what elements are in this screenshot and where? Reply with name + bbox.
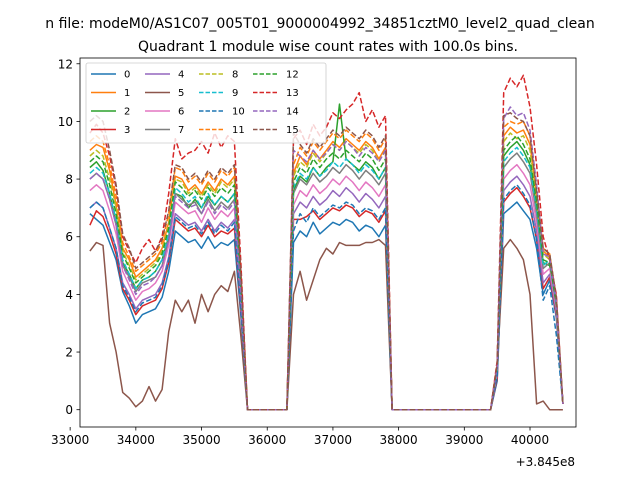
axes-frame: [79, 57, 577, 428]
x-tick-label: 37000: [314, 433, 352, 447]
legend-label-7: 7: [178, 125, 184, 136]
y-tick-label: 8: [65, 173, 73, 187]
legend-label-14: 14: [286, 107, 299, 118]
legend-label-11: 11: [232, 125, 245, 136]
legend-label-15: 15: [286, 125, 299, 136]
legend-label-10: 10: [232, 107, 245, 118]
figure-suptitle: n file: modeM0/AS1C07_005T01_9000004992_…: [45, 16, 594, 32]
series-line-11: [89, 120, 564, 411]
series-line-5: [89, 238, 563, 411]
series-line-8: [89, 132, 564, 411]
x-tick-label: 39000: [445, 433, 483, 447]
x-tick-label: 38000: [380, 433, 418, 447]
legend-label-3: 3: [124, 125, 130, 136]
plot-area: 33000 34000 35000 36000 37000 38000 39000 40000…: [51, 57, 577, 447]
y-tick-label: 4: [65, 288, 73, 302]
y-tick-label: 10: [58, 115, 73, 129]
y-tick-label: 2: [65, 346, 73, 360]
legend-box: [85, 62, 327, 144]
legend-label-9: 9: [232, 88, 238, 99]
legend-label-13: 13: [286, 88, 299, 99]
legend-label-4: 4: [178, 70, 184, 81]
y-tick-label: 12: [58, 57, 73, 71]
legend-label-8: 8: [232, 70, 238, 81]
series-line-14: [89, 106, 564, 411]
legend-label-12: 12: [286, 70, 299, 81]
x-tick-label: 34000: [117, 433, 155, 447]
series-line-10: [89, 184, 564, 411]
series-line-6: [89, 163, 564, 411]
x-tick-label: 36000: [248, 433, 286, 447]
legend-label-6: 6: [178, 107, 184, 118]
y-tick-label: 6: [65, 230, 73, 244]
y-tick-label: 0: [65, 403, 73, 417]
legend-label-0: 0: [124, 70, 130, 81]
chart-title: Quadrant 1 module wise count rates with …: [138, 39, 518, 55]
legend-label-1: 1: [124, 88, 130, 99]
x-offset-label: +3.845e8: [516, 455, 575, 469]
x-tick-label: 35000: [182, 433, 220, 447]
x-tick-label: 40000: [511, 433, 549, 447]
series-line-7: [89, 152, 564, 411]
legend-label-5: 5: [178, 88, 184, 99]
legend-label-2: 2: [124, 107, 130, 118]
x-tick-label: 33000: [51, 433, 89, 447]
series-line-0: [89, 201, 564, 411]
